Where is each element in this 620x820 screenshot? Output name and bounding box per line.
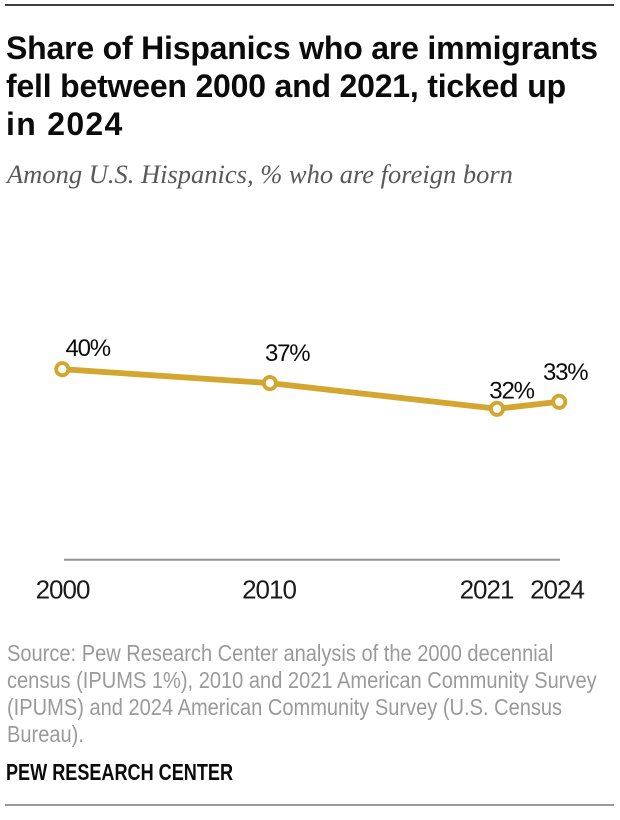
svg-text:2021: 2021 bbox=[460, 574, 514, 604]
svg-text:33%: 33% bbox=[543, 359, 588, 386]
svg-text:40%: 40% bbox=[66, 335, 111, 362]
svg-text:2024: 2024 bbox=[530, 574, 584, 604]
svg-text:37%: 37% bbox=[265, 340, 310, 367]
svg-text:2010: 2010 bbox=[242, 574, 296, 604]
svg-text:32%: 32% bbox=[489, 378, 534, 405]
svg-text:2000: 2000 bbox=[36, 574, 90, 604]
